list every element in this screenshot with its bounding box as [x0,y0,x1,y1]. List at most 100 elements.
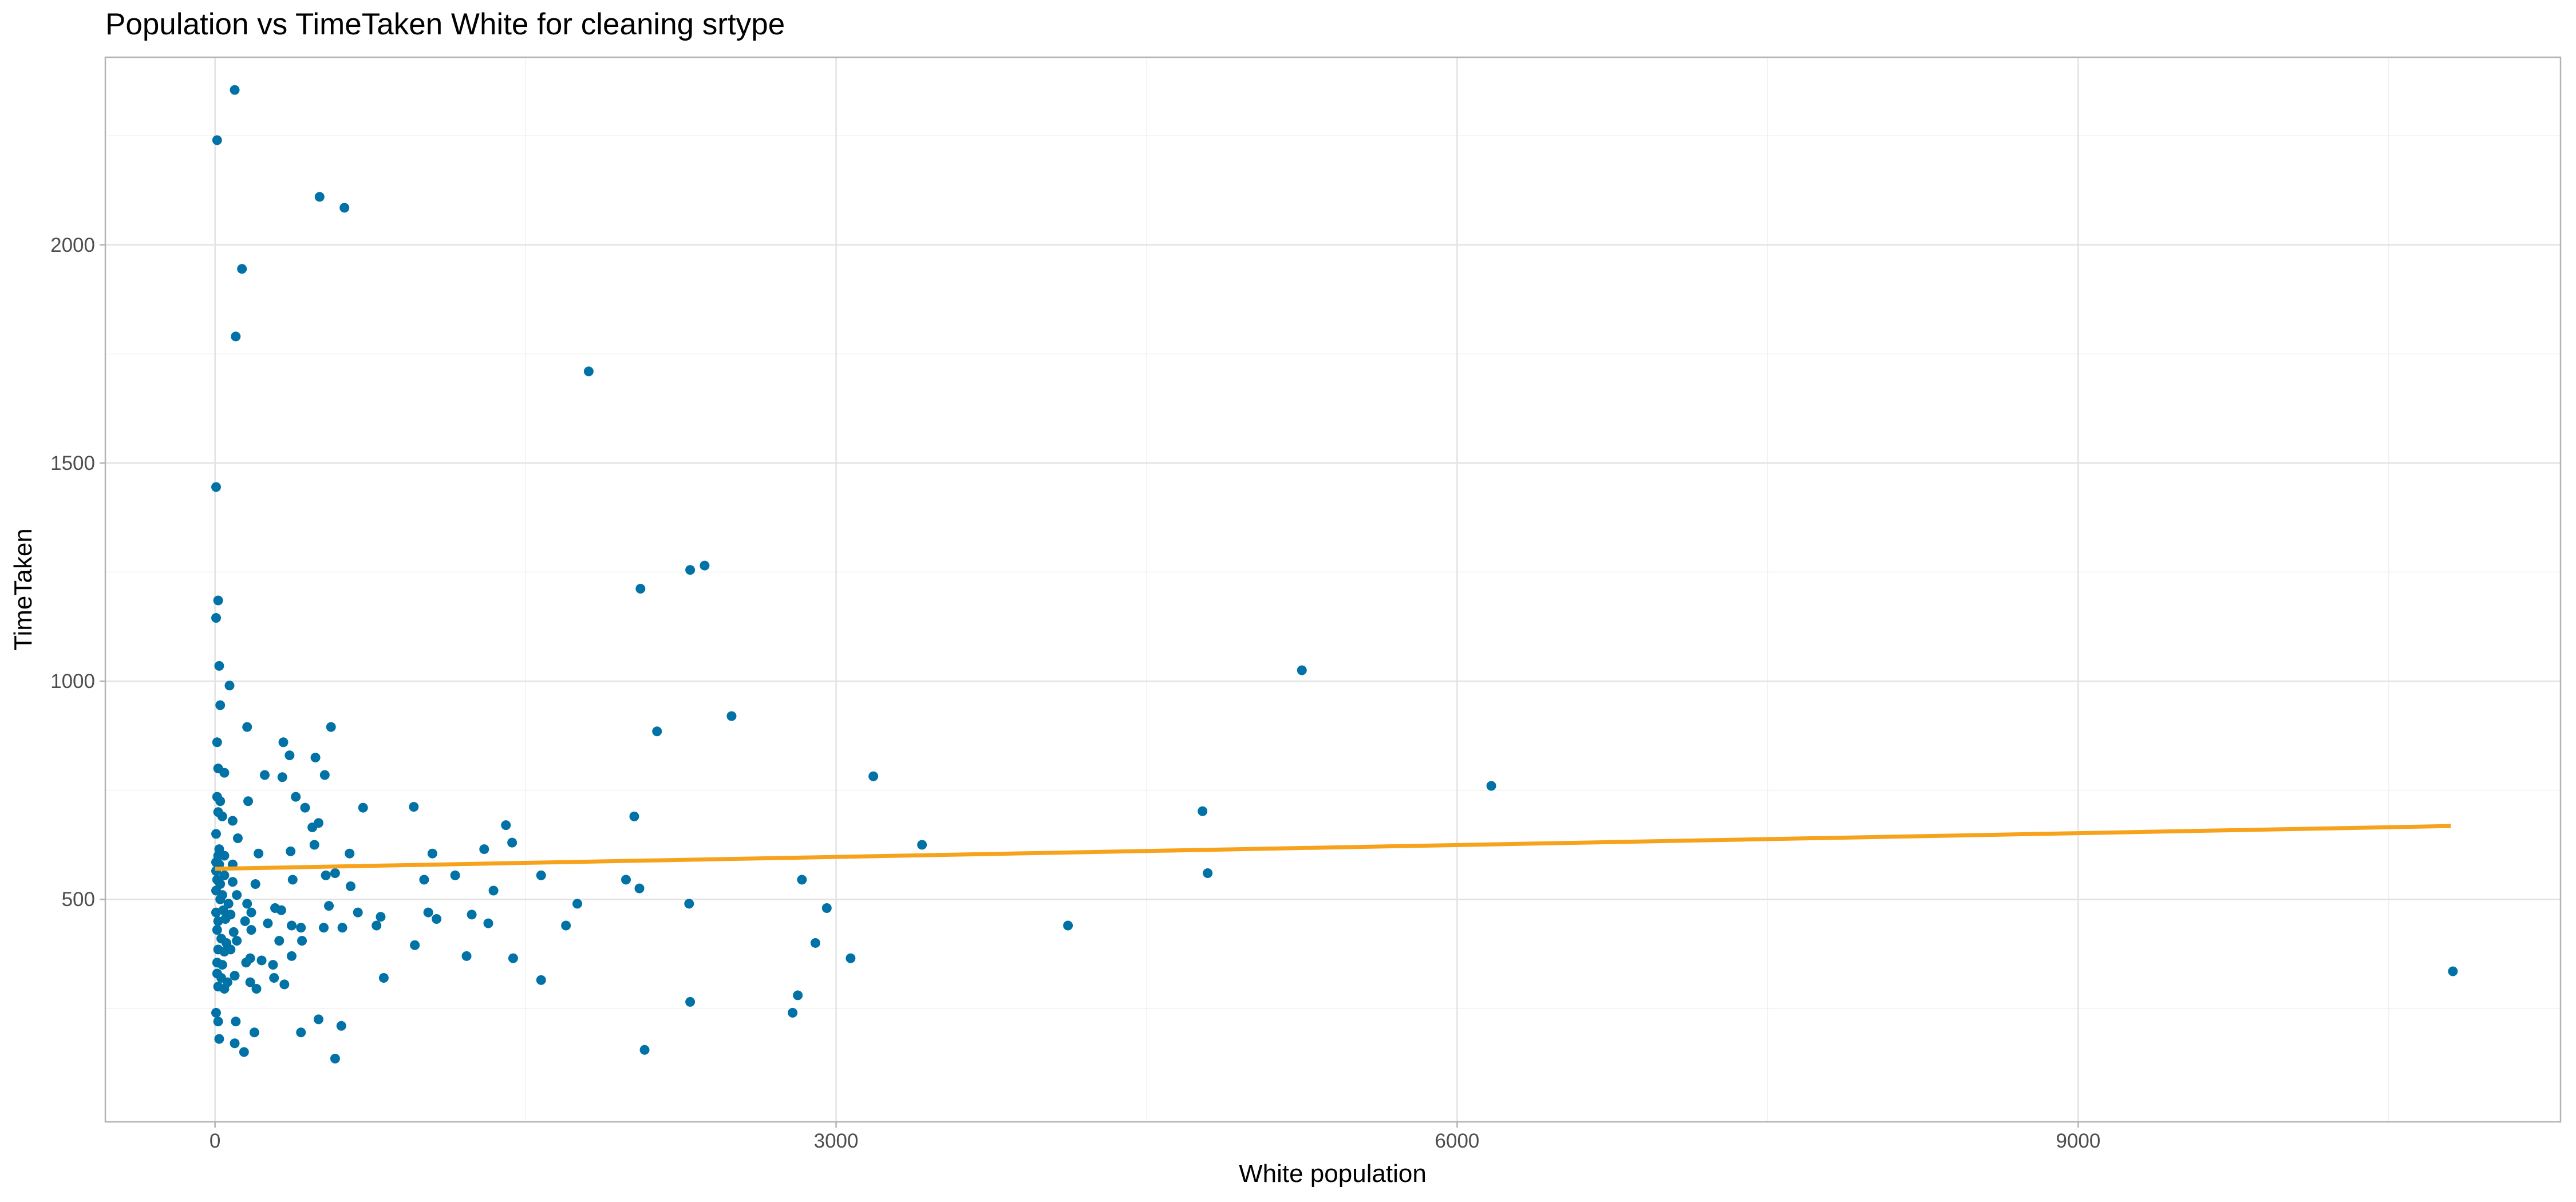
data-point [310,752,321,762]
data-point [217,960,227,970]
data-point [239,1047,249,1057]
data-point [231,331,241,342]
data-point [419,875,429,885]
data-point [479,844,489,855]
data-point [243,796,254,806]
data-point [1198,806,1208,816]
data-point [245,977,255,987]
data-point [277,772,287,782]
data-point [846,953,856,963]
y-tick-label: 1500 [50,452,95,475]
data-point [508,953,518,963]
data-point [296,923,306,933]
data-point [314,192,325,202]
data-point [286,951,297,961]
data-point [212,925,222,935]
data-point [788,1007,798,1018]
data-point [1063,920,1073,931]
data-point [256,955,267,966]
y-axis-title: TimeTaken [9,528,37,651]
data-point [297,936,307,946]
data-point [372,920,382,931]
data-point [214,1034,224,1044]
data-point [309,840,319,850]
data-point [246,925,256,935]
plot-background [105,57,2561,1122]
data-point [635,583,646,594]
data-point [326,722,336,732]
data-point [336,1021,346,1031]
data-point [230,1038,240,1049]
data-point [212,737,222,748]
data-point [427,848,437,859]
data-point [634,883,645,893]
y-tick-label: 500 [62,888,95,911]
data-point [583,366,594,377]
data-point [214,661,224,671]
data-point [410,940,420,950]
data-point [409,802,419,812]
y-axis-ticks: 500 1000 1500 2000 [50,234,105,911]
trend-line-layer [215,824,2451,871]
x-tick-label: 3000 [814,1130,859,1152]
data-point [227,877,238,887]
data-point [700,560,710,571]
data-point [324,901,334,911]
data-point [684,899,694,909]
data-point [313,1014,323,1025]
data-point [211,613,221,623]
y-tick-label: 2000 [50,234,95,256]
data-point [215,894,226,904]
data-point [223,899,234,909]
data-point [230,971,240,981]
data-point [810,938,820,948]
data-point [346,881,356,891]
data-point [726,711,737,721]
data-point [285,750,295,761]
x-tick-label: 9000 [2056,1130,2100,1152]
data-point [212,135,222,145]
data-point [507,837,517,848]
data-point [1486,781,1496,791]
data-point [821,903,832,913]
x-tick-label: 6000 [1435,1130,1480,1152]
data-point [797,875,807,885]
data-point [685,997,696,1007]
data-point [358,802,368,813]
trend-line [215,824,2451,871]
data-point [1297,665,1307,675]
data-point [339,203,350,213]
data-point [1203,868,1213,878]
x-axis-title: White population [1239,1160,1427,1188]
data-point [232,936,242,946]
data-point [219,851,230,861]
data-point [319,923,329,933]
data-point [432,914,442,924]
data-point [376,912,386,922]
data-point [259,770,270,780]
data-point [218,905,228,915]
data-point [278,737,289,748]
data-point [321,870,331,880]
data-point [652,726,662,737]
data-point [213,595,223,606]
data-point [685,565,696,575]
data-point [345,848,355,859]
data-point [249,1027,259,1038]
data-point [222,977,232,987]
data-point [536,975,546,985]
data-point [269,972,279,983]
data-point [287,875,298,885]
data-point [230,85,240,95]
x-tick-label: 0 [210,1130,220,1152]
data-point [488,885,499,896]
data-point [378,972,389,983]
data-point [251,984,262,994]
data-point [286,920,297,931]
data-point [279,979,290,990]
x-axis-ticks: 0 3000 6000 9000 [210,1122,2100,1152]
data-point [242,722,252,732]
data-point [213,1017,223,1027]
data-point [483,918,493,928]
